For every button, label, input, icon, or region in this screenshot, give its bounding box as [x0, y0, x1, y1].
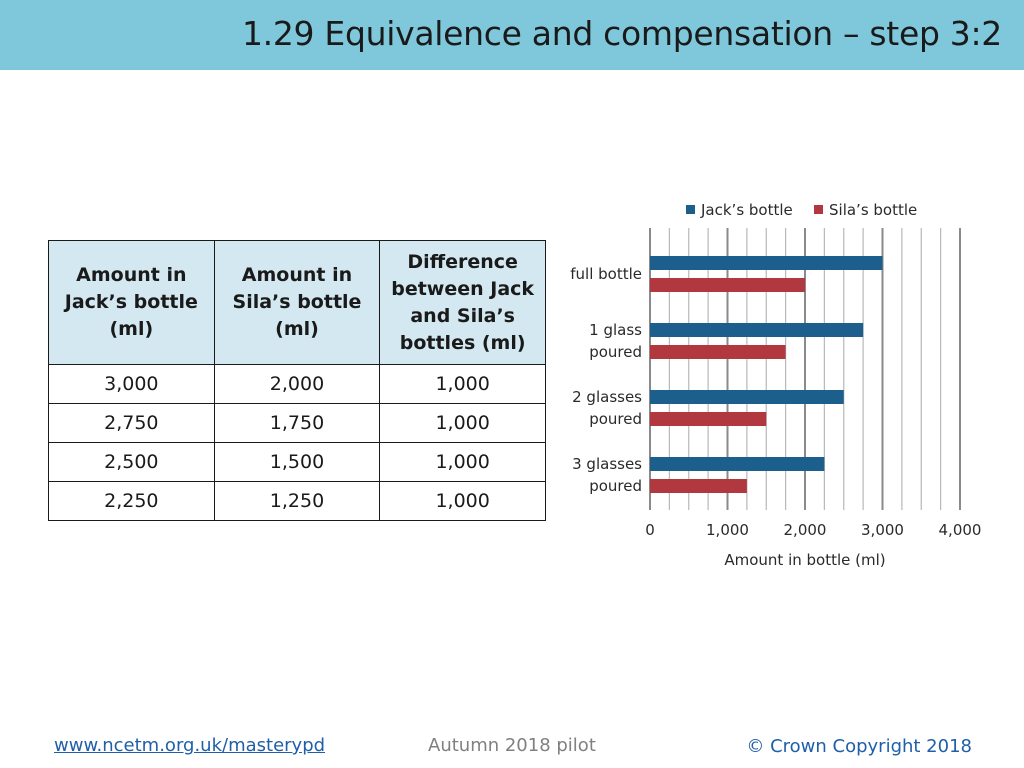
x-tick-label: 2,000	[784, 521, 827, 539]
x-tick-label: 1,000	[706, 521, 749, 539]
footer-copyright: © Crown Copyright 2018	[746, 736, 972, 757]
column-header-sila: Amount in Sila’s bottle (ml)	[213, 240, 381, 365]
footer-link[interactable]: www.ncetm.org.uk/masterypd	[54, 735, 326, 756]
table-row: 2,500 1,500 1,000	[48, 442, 546, 482]
table-cell: 1,000	[379, 364, 546, 404]
legend-swatch	[814, 205, 823, 214]
table-cell: 1,750	[213, 403, 381, 443]
page-title: 1.29 Equivalence and compensation – step…	[241, 14, 1002, 53]
table-row: 2,750 1,750 1,000	[48, 403, 546, 443]
category-label: poured	[589, 343, 642, 361]
x-tick-label: 4,000	[939, 521, 982, 539]
x-axis-label: Amount in bottle (ml)	[724, 551, 885, 569]
bar	[650, 390, 844, 404]
legend-swatch	[686, 205, 695, 214]
bar	[650, 323, 864, 337]
table-row: 3,000 2,000 1,000	[48, 364, 546, 404]
category-label: full bottle	[570, 265, 642, 283]
category-label: poured	[589, 410, 642, 428]
table-cell: 1,000	[379, 481, 546, 521]
bar	[650, 256, 883, 270]
column-header-difference: Difference between Jack and Sila’s bottl…	[379, 240, 546, 365]
table-header-row: Amount in Jack’s bottle (ml) Amount in S…	[48, 240, 546, 365]
bar	[650, 479, 747, 493]
table-cell: 1,500	[213, 442, 381, 482]
table-cell: 2,750	[48, 403, 215, 443]
bar	[650, 457, 825, 471]
x-tick-label: 3,000	[861, 521, 904, 539]
column-header-jack: Amount in Jack’s bottle (ml)	[48, 240, 215, 365]
title-bar: 1.29 Equivalence and compensation – step…	[0, 0, 1024, 70]
category-label: 1 glass	[589, 321, 642, 339]
footer-pilot-label: Autumn 2018 pilot	[428, 735, 596, 756]
bar	[650, 412, 767, 426]
bar	[650, 278, 805, 292]
category-label: 3 glasses	[572, 455, 642, 473]
table-cell: 2,000	[213, 364, 381, 404]
legend-label: Jack’s bottle	[700, 201, 793, 219]
x-tick-label: 0	[645, 521, 655, 539]
table-cell: 1,000	[379, 442, 546, 482]
table-row: 2,250 1,250 1,000	[48, 481, 546, 521]
category-label: 2 glasses	[572, 388, 642, 406]
table-cell: 2,250	[48, 481, 215, 521]
table-cell: 2,500	[48, 442, 215, 482]
bar-chart: 0 1,000 2,000 3,000 4,000 Amount in bottle (m…	[570, 201, 982, 569]
category-label: poured	[589, 477, 642, 495]
table-cell: 1,000	[379, 403, 546, 443]
table-cell: 1,250	[213, 481, 381, 521]
legend-label: Sila’s bottle	[829, 201, 917, 219]
bar	[650, 345, 786, 359]
bottle-table: Amount in Jack’s bottle (ml) Amount in S…	[48, 240, 546, 521]
table-cell: 3,000	[48, 364, 215, 404]
